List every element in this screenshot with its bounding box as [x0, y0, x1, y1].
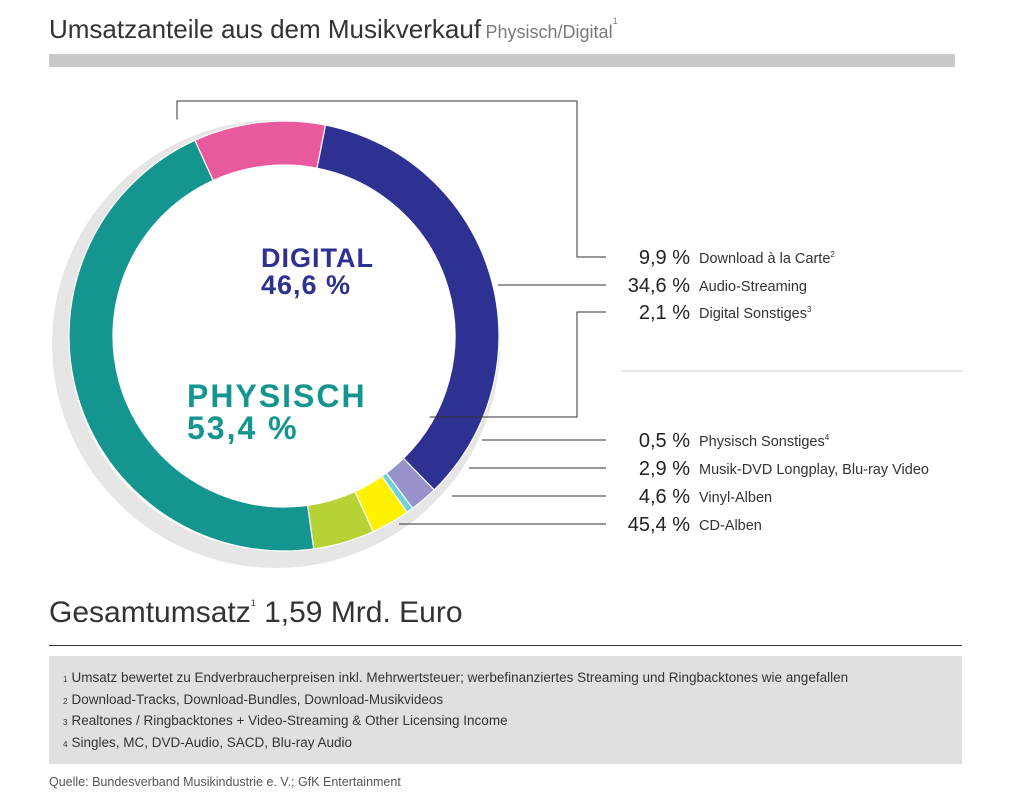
slice-value-label-audio-streaming: 34,6 %	[628, 275, 690, 297]
footnote-3-text: Realtones / Ringbacktones + Video-Stream…	[71, 713, 508, 728]
leader-digital-sonstiges	[429, 311, 606, 418]
footnote-1-text: Umsatz bewertet zu Endverbraucherpreisen…	[71, 670, 849, 685]
slice-footnote-mark-download: 2	[830, 250, 835, 259]
total-value: 1,59 Mrd. Euro	[264, 596, 463, 629]
center-value-digital: 46,6 %	[261, 270, 351, 300]
donut-slices	[68, 120, 500, 552]
footnotes-box: 1 Umsatz bewertet zu Endverbraucherpreise…	[49, 656, 962, 764]
slice-footnote-mark-physisch-sonstiges: 4	[825, 433, 830, 442]
leader-lines	[176, 100, 606, 525]
slice-name-label-vinyl: Vinyl-Alben	[699, 490, 772, 506]
slice-name-label-physisch-sonstiges: Physisch Sonstiges4	[699, 433, 830, 450]
footnote-2-number: 2	[63, 696, 68, 706]
slice-value-label-download: 9,9 %	[639, 247, 690, 269]
slice-audio-streaming	[316, 124, 500, 491]
chart-title-sub: Physisch/Digital1	[485, 16, 618, 42]
chart-title: Umsatzanteile aus dem Musikverkauf Physi…	[49, 14, 618, 45]
footnote-3-number: 3	[63, 718, 68, 727]
slice-value-label-cd: 45,4 %	[628, 514, 690, 536]
total-footnote-mark: 1	[250, 598, 256, 608]
slice-name-label-audio-streaming: Audio-Streaming	[699, 279, 807, 295]
total-revenue: Gesamtumsatz1 1,59 Mrd. Euro	[49, 596, 463, 630]
leader-download	[176, 100, 606, 258]
footnote-2: 2 Download-Tracks, Download-Bundles, Down…	[63, 689, 962, 711]
chart-title-sub-text: Physisch/Digital	[485, 22, 613, 42]
center-value-physisch: 53,4 %	[187, 410, 299, 446]
footnote-4: 4 Singles, MC, DVD-Audio, SACD, Blu-ray A…	[63, 732, 962, 754]
total-divider	[49, 645, 962, 646]
footnote-1-number: 1	[63, 675, 68, 684]
slice-value-label-musik-dvd: 2,9 %	[639, 458, 690, 480]
center-label-physisch: PHYSISCH	[187, 378, 367, 414]
slice-cd	[68, 139, 315, 552]
footnote-4-number: 4	[63, 739, 68, 749]
slice-name-label-musik-dvd: Musik-DVD Longplay, Blu-ray Video	[699, 462, 929, 478]
chart-title-sub-footnote-mark: 1	[612, 16, 618, 26]
chart-title-main: Umsatzanteile aus dem Musikverkauf	[49, 14, 482, 44]
footnote-2-text: Download-Tracks, Download-Bundles, Downl…	[71, 691, 444, 707]
total-label: Gesamtumsatz	[49, 596, 251, 629]
slice-value-label-digital-sonstiges: 2,1 %	[639, 302, 690, 324]
center-label-digital: DIGITAL	[261, 243, 374, 273]
footnote-4-text: Singles, MC, DVD-Audio, SACD, Blu-ray Au…	[71, 734, 353, 750]
slice-value-label-physisch-sonstiges: 0,5 %	[639, 430, 690, 452]
source-note: Quelle: Bundesverband Musikindustrie e. …	[49, 775, 401, 789]
slice-name-label-cd: CD-Alben	[699, 518, 762, 534]
slice-name-label-digital-sonstiges: Digital Sonstiges3	[699, 305, 812, 322]
slice-value-label-vinyl: 4,6 %	[639, 486, 690, 508]
footnote-1: 1 Umsatz bewertet zu Endverbraucherpreise…	[63, 667, 962, 689]
slice-footnote-mark-digital-sonstiges: 3	[807, 305, 812, 314]
title-underline-bar	[49, 54, 955, 67]
slice-name-label-download: Download à la Carte2	[699, 250, 835, 267]
footnote-3: 3 Realtones / Ringbacktones + Video-Strea…	[63, 710, 962, 732]
